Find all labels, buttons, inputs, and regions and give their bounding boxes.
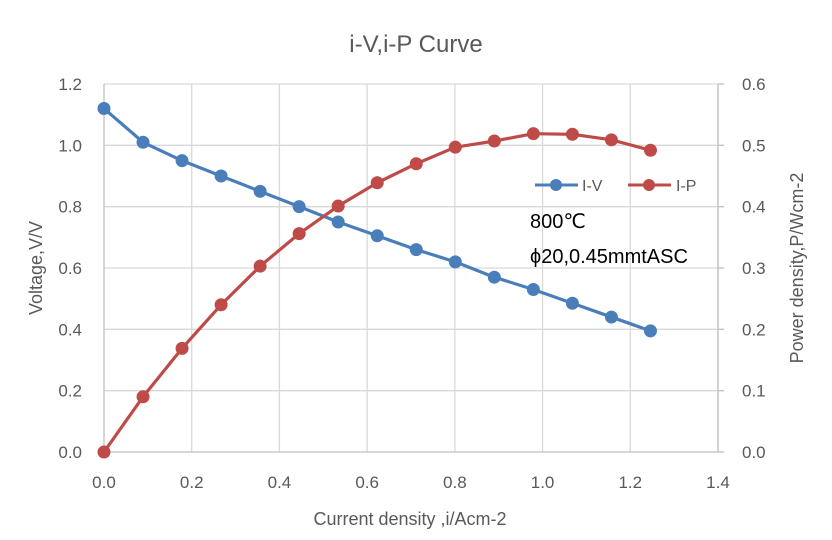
annotation-cell-spec: ϕ20,0.45mmtASC [530, 246, 688, 268]
data-point-i-p [370, 176, 384, 190]
data-point-i-v [253, 184, 267, 198]
x-tick-label: 1.4 [706, 473, 730, 492]
y-tick-label: 0.8 [58, 198, 82, 217]
data-point-i-v [448, 255, 462, 269]
legend: I-V I-P [535, 178, 696, 195]
data-point-i-v [643, 324, 657, 338]
y2-axis-ticks: 0.0 0.1 0.2 0.3 0.4 0.5 0.6 [742, 75, 766, 462]
y2-tick-label: 0.0 [742, 443, 766, 462]
series-layer [97, 102, 657, 459]
data-point-i-p [136, 390, 150, 404]
data-point-i-v [331, 215, 345, 229]
data-point-i-p [292, 227, 306, 241]
data-point-i-p [175, 341, 189, 355]
y2-axis-title: Power density,P/Wcm-2 [787, 173, 807, 364]
x-tick-label: 1.2 [618, 473, 642, 492]
y2-tick-label: 0.3 [742, 259, 766, 278]
axes [103, 83, 724, 453]
y-tick-label: 0.4 [58, 320, 82, 339]
y-tick-label: 1.2 [58, 75, 82, 94]
chart-title: i-V,i-P Curve [349, 31, 482, 58]
data-point-i-v [136, 135, 150, 149]
y-tick-label: 0.2 [58, 382, 82, 401]
x-axis-ticks: 0.0 0.2 0.4 0.6 0.8 1.0 1.2 1.4 [92, 473, 730, 492]
data-point-i-p [604, 133, 618, 147]
data-point-i-v [214, 169, 228, 183]
data-point-i-p [643, 143, 657, 157]
data-point-i-p [448, 140, 462, 154]
legend-label-iv: I-V [582, 178, 603, 195]
x-tick-label: 0.8 [443, 473, 467, 492]
data-point-i-v [526, 282, 540, 296]
data-point-i-p [97, 445, 111, 459]
data-point-i-v [292, 200, 306, 214]
y2-tick-label: 0.4 [742, 198, 766, 217]
legend-label-ip: I-P [676, 178, 696, 195]
data-point-i-p [253, 259, 267, 273]
x-tick-label: 0.4 [268, 473, 292, 492]
y-axis-title: Voltage,V/V [26, 221, 46, 315]
legend-marker-ip [643, 179, 655, 191]
x-tick-label: 0.2 [180, 473, 204, 492]
data-point-i-v [409, 243, 423, 257]
x-tick-label: 1.0 [531, 473, 555, 492]
data-point-i-p [331, 199, 345, 213]
y2-tick-label: 0.2 [742, 320, 766, 339]
data-point-i-p [487, 134, 501, 148]
y2-tick-label: 0.5 [742, 136, 766, 155]
data-point-i-v [604, 310, 618, 324]
legend-marker-iv [550, 179, 562, 191]
data-point-i-v [175, 154, 189, 168]
x-axis-title: Current density ,i/Acm-2 [313, 509, 506, 529]
y2-tick-label: 0.6 [742, 75, 766, 94]
data-point-i-p [409, 157, 423, 171]
y-tick-label: 0.0 [58, 443, 82, 462]
y-tick-label: 0.6 [58, 259, 82, 278]
y2-tick-label: 0.1 [742, 382, 766, 401]
data-point-i-v [487, 270, 501, 284]
data-point-i-v [370, 229, 384, 243]
data-point-i-p [526, 127, 540, 141]
annotation-temperature: 800℃ [530, 211, 586, 233]
data-point-i-p [565, 127, 579, 141]
data-point-i-v [565, 296, 579, 310]
data-point-i-v [97, 102, 111, 116]
x-tick-label: 0.6 [355, 473, 379, 492]
y-axis-ticks: 0.0 0.2 0.4 0.6 0.8 1.0 1.2 [58, 75, 82, 462]
y-tick-label: 1.0 [58, 136, 82, 155]
x-tick-label: 0.0 [92, 473, 116, 492]
data-point-i-p [214, 298, 228, 312]
